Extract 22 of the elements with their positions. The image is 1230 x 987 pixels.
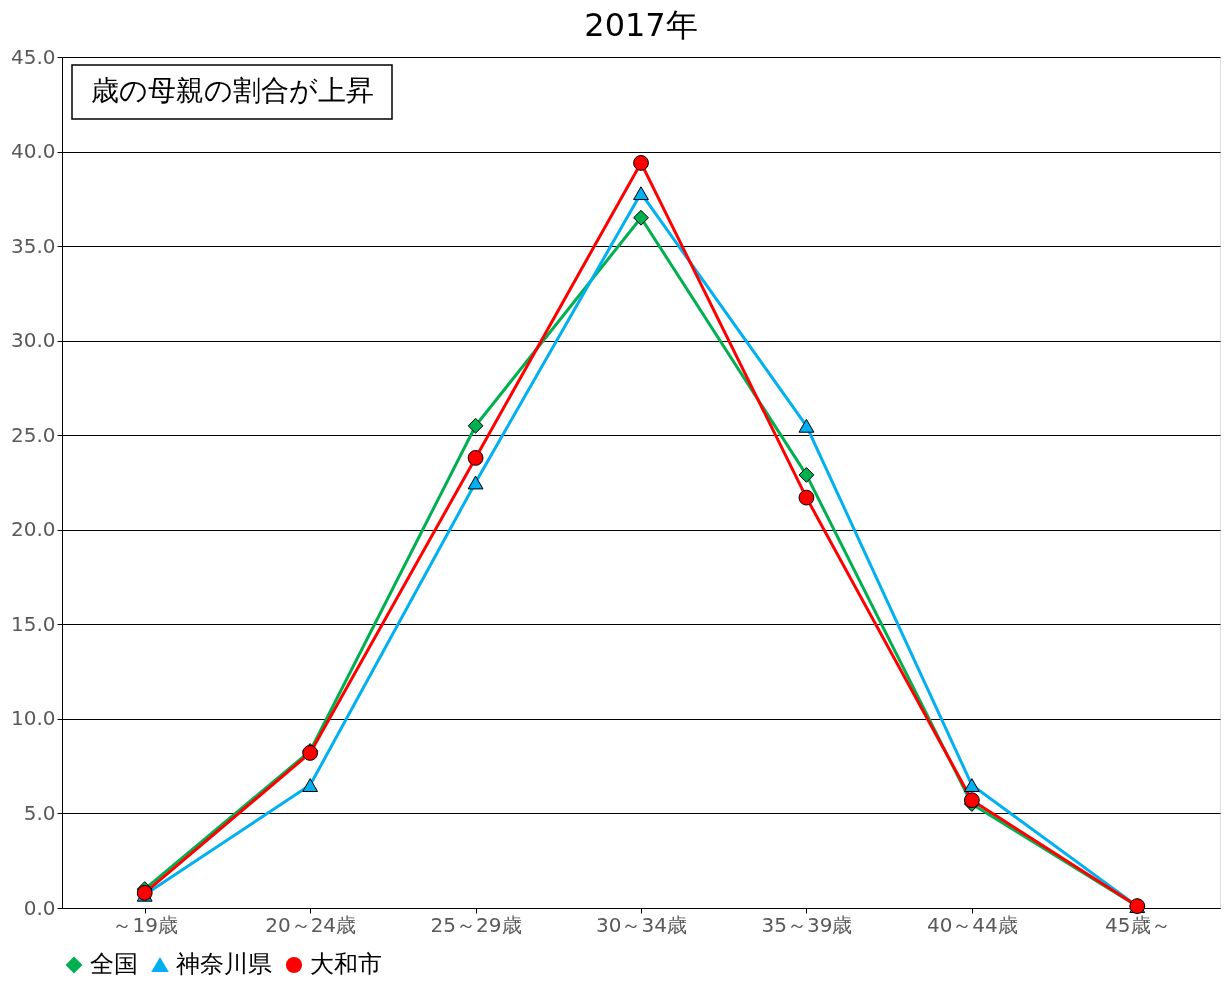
x-tick-label: 20～24歳: [265, 912, 357, 937]
y-tick-label: 30.0: [10, 328, 56, 353]
x-tick-label: 35～39歳: [761, 912, 853, 937]
x-tick-label: 30～34歳: [596, 912, 687, 937]
y-tick-label: 45.0: [10, 44, 56, 69]
x-tick-label: 45歳～: [1105, 912, 1171, 937]
legend-label: 神奈川県: [176, 950, 272, 978]
x-tick-label: ～19歳: [112, 912, 178, 937]
y-tick-label: 5.0: [23, 800, 56, 825]
y-tick-label: 10.0: [10, 706, 56, 731]
y-tick-label: 15.0: [10, 611, 56, 636]
x-tick-label: 25～29歳: [430, 912, 522, 937]
legend-label: 大和市: [310, 950, 382, 978]
y-tick-label: 20.0: [10, 517, 56, 542]
chart-title: 2017年: [584, 6, 698, 44]
x-tick-label: 40～44歳: [926, 912, 1018, 937]
y-tick-label: 25.0: [10, 422, 56, 447]
y-tick-label: 35.0: [10, 233, 56, 258]
annotation: 歳の母親の割合が上昇: [90, 74, 374, 107]
y-tick-label: 0.0: [23, 895, 56, 920]
legend-label: 全国: [90, 950, 138, 978]
y-tick-label: 40.0: [10, 139, 56, 164]
